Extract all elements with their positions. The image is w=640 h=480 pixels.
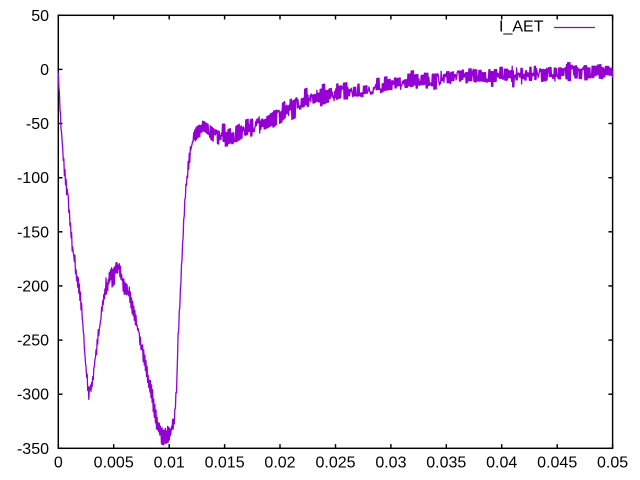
svg-text:-200: -200 (17, 278, 49, 295)
svg-text:0.04: 0.04 (486, 455, 517, 472)
svg-text:I_AET: I_AET (499, 19, 544, 36)
svg-text:0.045: 0.045 (537, 455, 577, 472)
svg-text:0.025: 0.025 (315, 455, 355, 472)
svg-text:-250: -250 (17, 333, 49, 350)
svg-text:50: 50 (31, 8, 49, 25)
svg-text:-150: -150 (17, 224, 49, 241)
svg-text:0.005: 0.005 (94, 455, 134, 472)
svg-text:-300: -300 (17, 387, 49, 404)
svg-text:0: 0 (54, 455, 63, 472)
svg-text:0.03: 0.03 (375, 455, 406, 472)
svg-text:-100: -100 (17, 170, 49, 187)
svg-text:0.015: 0.015 (205, 455, 245, 472)
svg-text:0.035: 0.035 (426, 455, 466, 472)
svg-text:-50: -50 (26, 116, 49, 133)
svg-text:0.02: 0.02 (264, 455, 295, 472)
svg-text:0.01: 0.01 (154, 455, 185, 472)
svg-text:0.05: 0.05 (597, 455, 628, 472)
svg-text:0: 0 (40, 62, 49, 79)
svg-text:-350: -350 (17, 441, 49, 458)
